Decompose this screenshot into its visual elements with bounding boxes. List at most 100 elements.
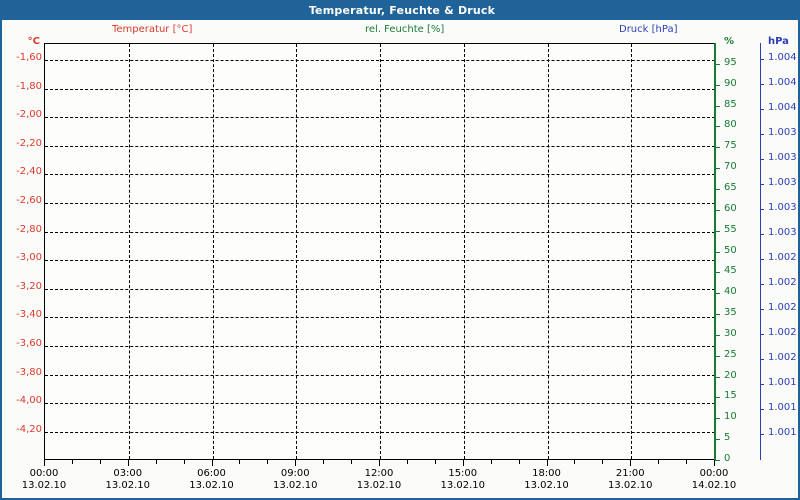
time-tick-major bbox=[714, 460, 715, 466]
pressure-tick-label: 1.003 bbox=[768, 177, 797, 188]
humidity-tick-label: 15 bbox=[724, 390, 737, 402]
time-axis-label-date: 13.02.10 bbox=[272, 480, 318, 491]
time-tick-major bbox=[379, 460, 380, 466]
temperature-tick-label: -2,80 bbox=[16, 223, 42, 235]
time-axis-label: 09:00 13.02.10 bbox=[260, 468, 330, 492]
pressure-tick-label: 1.003 bbox=[768, 127, 797, 138]
humidity-tick-label: 60 bbox=[724, 202, 737, 214]
time-tick-minor bbox=[686, 460, 688, 464]
time-tick-minor bbox=[518, 460, 520, 464]
pressure-tick-mark bbox=[760, 334, 764, 335]
humidity-tick-label: 85 bbox=[724, 98, 737, 110]
time-tick-minor bbox=[71, 460, 73, 464]
humidity-axis-unit: % bbox=[724, 36, 735, 47]
time-axis-label-date: 13.02.10 bbox=[607, 480, 653, 491]
temperature-tick-label: -1,80 bbox=[16, 80, 42, 92]
humidity-tick-label: 80 bbox=[724, 119, 737, 131]
humidity-tick-label: 95 bbox=[724, 56, 737, 68]
humidity-tick-mark bbox=[715, 397, 720, 399]
temperature-tick-label: -1,60 bbox=[16, 52, 42, 63]
window-title: Temperatur, Feuchte & Druck bbox=[308, 4, 496, 17]
humidity-tick-mark bbox=[715, 126, 720, 128]
humidity-tick-mark bbox=[715, 460, 720, 461]
time-tick-major bbox=[295, 460, 297, 466]
humidity-tick-label: 0 bbox=[724, 453, 731, 464]
pressure-tick-mark bbox=[760, 259, 764, 260]
temperature-tick-label: -2,40 bbox=[16, 166, 42, 178]
pressure-tick-mark bbox=[760, 209, 764, 210]
temperature-tick-label: -3,60 bbox=[16, 338, 42, 349]
humidity-tick-label: 20 bbox=[724, 369, 737, 381]
pressure-tick-mark bbox=[760, 84, 764, 85]
humidity-tick-label: 30 bbox=[724, 327, 737, 339]
pressure-tick-mark bbox=[760, 159, 764, 160]
pressure-tick-mark bbox=[760, 134, 764, 135]
time-axis-label-time: 00:00 bbox=[699, 468, 729, 479]
time-tick-minor bbox=[183, 460, 185, 464]
pressure-tick-mark bbox=[760, 234, 764, 235]
time-axis-label-time: 09:00 bbox=[280, 468, 310, 479]
temperature-tick-label: -3,80 bbox=[16, 366, 42, 378]
legend-item-humidity: rel. Feuchte [%] bbox=[365, 24, 445, 35]
humidity-tick-mark bbox=[715, 293, 720, 295]
humidity-tick-mark bbox=[715, 355, 720, 357]
pressure-tick-mark bbox=[760, 109, 764, 110]
time-tick-minor bbox=[602, 460, 604, 464]
pressure-tick-label: 1.004 bbox=[768, 77, 797, 88]
pressure-tick-label: 1.002 bbox=[768, 252, 797, 263]
humidity-tick-mark bbox=[715, 376, 720, 378]
humidity-tick-mark bbox=[715, 314, 720, 316]
time-axis-label-date: 14.02.10 bbox=[691, 480, 737, 491]
time-axis-label: 00:00 14.02.10 bbox=[679, 468, 749, 492]
time-axis-label-time: 06:00 bbox=[197, 468, 226, 479]
time-tick-minor bbox=[239, 460, 241, 464]
pressure-tick-mark bbox=[760, 309, 764, 310]
time-axis-label: 21:00 13.02.10 bbox=[595, 468, 665, 492]
time-tick-major bbox=[127, 460, 129, 466]
humidity-tick-label: 10 bbox=[724, 411, 737, 423]
pressure-tick-mark bbox=[760, 384, 764, 385]
humidity-tick-mark bbox=[715, 147, 720, 149]
humidity-tick-label: 35 bbox=[724, 307, 737, 319]
temperature-tick-label: -2,60 bbox=[16, 195, 42, 206]
time-tick-minor bbox=[406, 460, 408, 464]
pressure-tick-label: 1.001 bbox=[768, 377, 797, 388]
temperature-axis: °C -1,60 -1,80 -2,00 -2,20 -2,40 -2,60 -2,80 -3… bbox=[2, 2, 42, 498]
time-tick-major bbox=[44, 460, 45, 466]
humidity-tick-mark bbox=[715, 272, 720, 274]
pressure-tick-label: 1.001 bbox=[768, 427, 797, 438]
time-tick-major bbox=[546, 460, 548, 466]
time-axis-label: 18:00 13.02.10 bbox=[512, 468, 582, 492]
temperature-axis-unit: °C bbox=[27, 36, 40, 47]
time-axis-label-time: 15:00 bbox=[448, 468, 478, 479]
humidity-tick-mark bbox=[715, 168, 720, 170]
pressure-tick-mark bbox=[760, 359, 764, 360]
pressure-tick-mark bbox=[760, 184, 764, 185]
time-axis-label-date: 13.02.10 bbox=[105, 480, 151, 491]
legend-item-pressure: Druck [hPa] bbox=[619, 24, 678, 35]
time-axis-label: 15:00 13.02.10 bbox=[428, 468, 498, 492]
time-tick-minor bbox=[434, 460, 436, 464]
pressure-tick-label: 1.004 bbox=[768, 52, 797, 63]
humidity-tick-label: 70 bbox=[724, 161, 737, 173]
humidity-tick-label: 40 bbox=[724, 286, 737, 298]
time-axis-label: 03:00 13.02.10 bbox=[93, 468, 163, 492]
legend-item-temperature: Temperatur [°C] bbox=[112, 24, 193, 35]
chart-legend: Temperatur [°C] rel. Feuchte [%] Druck [… bbox=[2, 22, 798, 38]
time-tick-minor bbox=[323, 460, 325, 464]
humidity-tick-label: 25 bbox=[724, 348, 737, 360]
temperature-tick-label: -4,00 bbox=[16, 395, 42, 407]
humidity-tick-mark bbox=[715, 84, 720, 86]
temperature-tick-label: -3,40 bbox=[16, 309, 42, 321]
humidity-tick-mark bbox=[715, 334, 720, 336]
humidity-tick-mark bbox=[715, 251, 720, 253]
humidity-tick-label: 45 bbox=[724, 265, 737, 277]
time-axis-label: 06:00 13.02.10 bbox=[177, 468, 247, 492]
pressure-tick-mark bbox=[760, 284, 764, 285]
pressure-tick-label: 1.002 bbox=[768, 352, 797, 363]
time-axis-label-date: 13.02.10 bbox=[440, 480, 486, 491]
humidity-tick-label: 90 bbox=[724, 77, 737, 89]
pressure-tick-label: 1.001 bbox=[768, 402, 797, 413]
humidity-tick-mark bbox=[715, 418, 720, 420]
time-tick-minor bbox=[267, 460, 269, 464]
